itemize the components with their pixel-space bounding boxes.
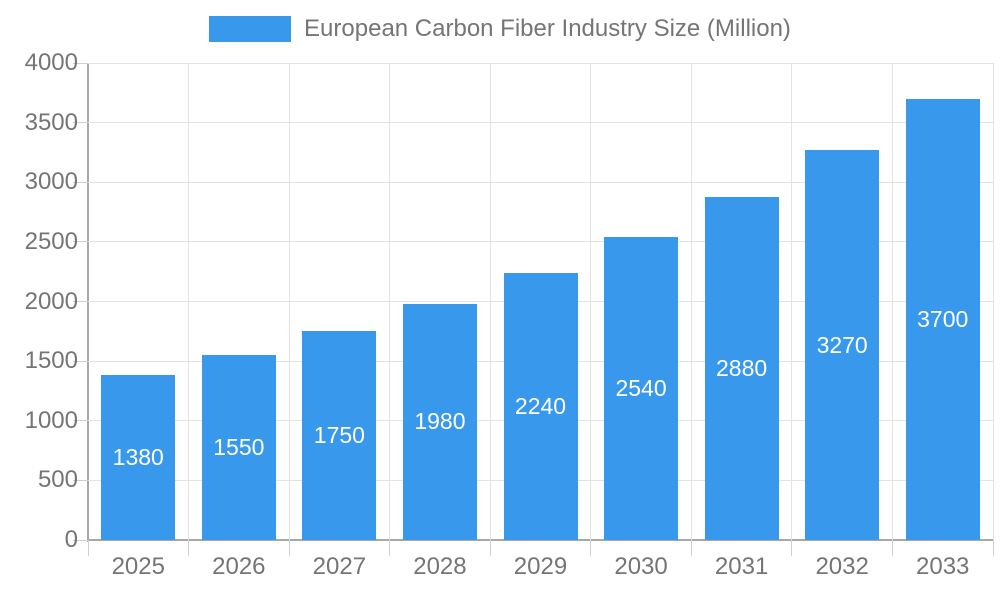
x-tick-5	[590, 540, 592, 556]
x-axis-line	[87, 539, 994, 541]
legend-label: European Carbon Fiber Industry Size (Mil…	[304, 15, 791, 42]
x-tick-1	[188, 540, 190, 556]
y-axis-label-4000: 4000	[24, 49, 78, 76]
y-axis-label-3000: 3000	[24, 168, 78, 196]
y-tick-500	[73, 479, 88, 481]
bar-2027[interactable]: 1750	[302, 331, 377, 540]
gridline-x-2	[288, 63, 290, 540]
bar-value-2025: 1380	[112, 444, 164, 471]
bar-value-2026: 1550	[213, 434, 265, 461]
y-axis-label-2500: 2500	[24, 227, 78, 255]
bar-value-2032: 3270	[816, 331, 868, 358]
chart-legend[interactable]: European Carbon Fiber Industry Size (Mil…	[0, 15, 1000, 43]
bar-value-2030: 2540	[615, 375, 667, 402]
y-tick-3000	[73, 181, 88, 183]
y-tick-2500	[73, 241, 88, 243]
bar-2030[interactable]: 2540	[604, 237, 679, 540]
gridline-x-6	[690, 63, 692, 540]
x-tick-7	[791, 540, 793, 556]
x-tick-0	[87, 540, 89, 556]
gridline-y-3000	[88, 181, 993, 183]
y-axis-line	[87, 63, 89, 542]
plot-area: 1380 1550 1750 1980 2240 2540 2880 3270 3700	[88, 62, 994, 540]
gridline-x-8	[891, 63, 893, 540]
x-axis-label-2026: 2026	[212, 553, 266, 580]
bar-value-2033: 3700	[917, 305, 969, 332]
y-axis-label-1500: 1500	[24, 347, 78, 375]
x-tick-right	[992, 540, 994, 556]
bar-2029[interactable]: 2240	[503, 272, 578, 540]
gridline-y-3500	[88, 122, 993, 124]
bar-2031[interactable]: 2880	[704, 196, 779, 540]
gridline-y-4000	[88, 62, 993, 64]
bar-2033[interactable]: 3700	[905, 98, 980, 540]
bar-2026[interactable]: 1550	[201, 355, 276, 540]
bar-2025[interactable]: 1380	[101, 375, 176, 540]
bar-value-2029: 2240	[514, 392, 567, 419]
gridline-x-4	[489, 63, 491, 540]
y-tick-1000	[73, 420, 88, 422]
y-tick-3500	[73, 122, 88, 124]
x-axis-label-2033: 2033	[916, 553, 970, 580]
bar-value-2031: 2880	[716, 354, 768, 381]
x-axis-label-2027: 2027	[312, 553, 367, 580]
y-axis-label-2000: 2000	[24, 287, 78, 315]
gridline-x-1	[188, 63, 190, 540]
x-axis-label-2030: 2030	[614, 553, 668, 580]
x-tick-2	[288, 540, 290, 556]
x-tick-8	[891, 540, 893, 556]
x-axis-label-2032: 2032	[815, 553, 869, 580]
x-tick-6	[690, 540, 692, 556]
gridline-x-right	[992, 63, 994, 540]
bar-2032[interactable]: 3270	[805, 150, 880, 540]
x-axis-label-2031: 2031	[714, 553, 769, 580]
bar-value-2028: 1980	[414, 408, 466, 435]
gridline-x-7	[791, 63, 793, 540]
gridline-x-3	[389, 63, 391, 540]
y-axis-label-0: 0	[64, 526, 78, 553]
x-tick-4	[489, 540, 491, 556]
x-tick-3	[389, 540, 391, 556]
gridline-y-2500	[88, 241, 993, 243]
y-axis-label-3500: 3500	[24, 108, 78, 136]
gridline-x-5	[590, 63, 592, 540]
y-tick-1500	[73, 360, 88, 362]
bar-2028[interactable]: 1980	[402, 303, 477, 540]
x-axis-label-2029: 2029	[513, 553, 568, 580]
y-tick-2000	[73, 301, 88, 302]
x-axis-label-2028: 2028	[413, 553, 467, 580]
bar-value-2027: 1750	[313, 422, 365, 449]
y-tick-4000	[73, 62, 88, 64]
y-tick-0	[73, 539, 88, 541]
x-axis-label-2025: 2025	[111, 553, 165, 580]
y-axis-label-1000: 1000	[24, 406, 78, 434]
y-axis-label-500: 500	[37, 466, 78, 494]
legend-swatch	[209, 16, 292, 42]
